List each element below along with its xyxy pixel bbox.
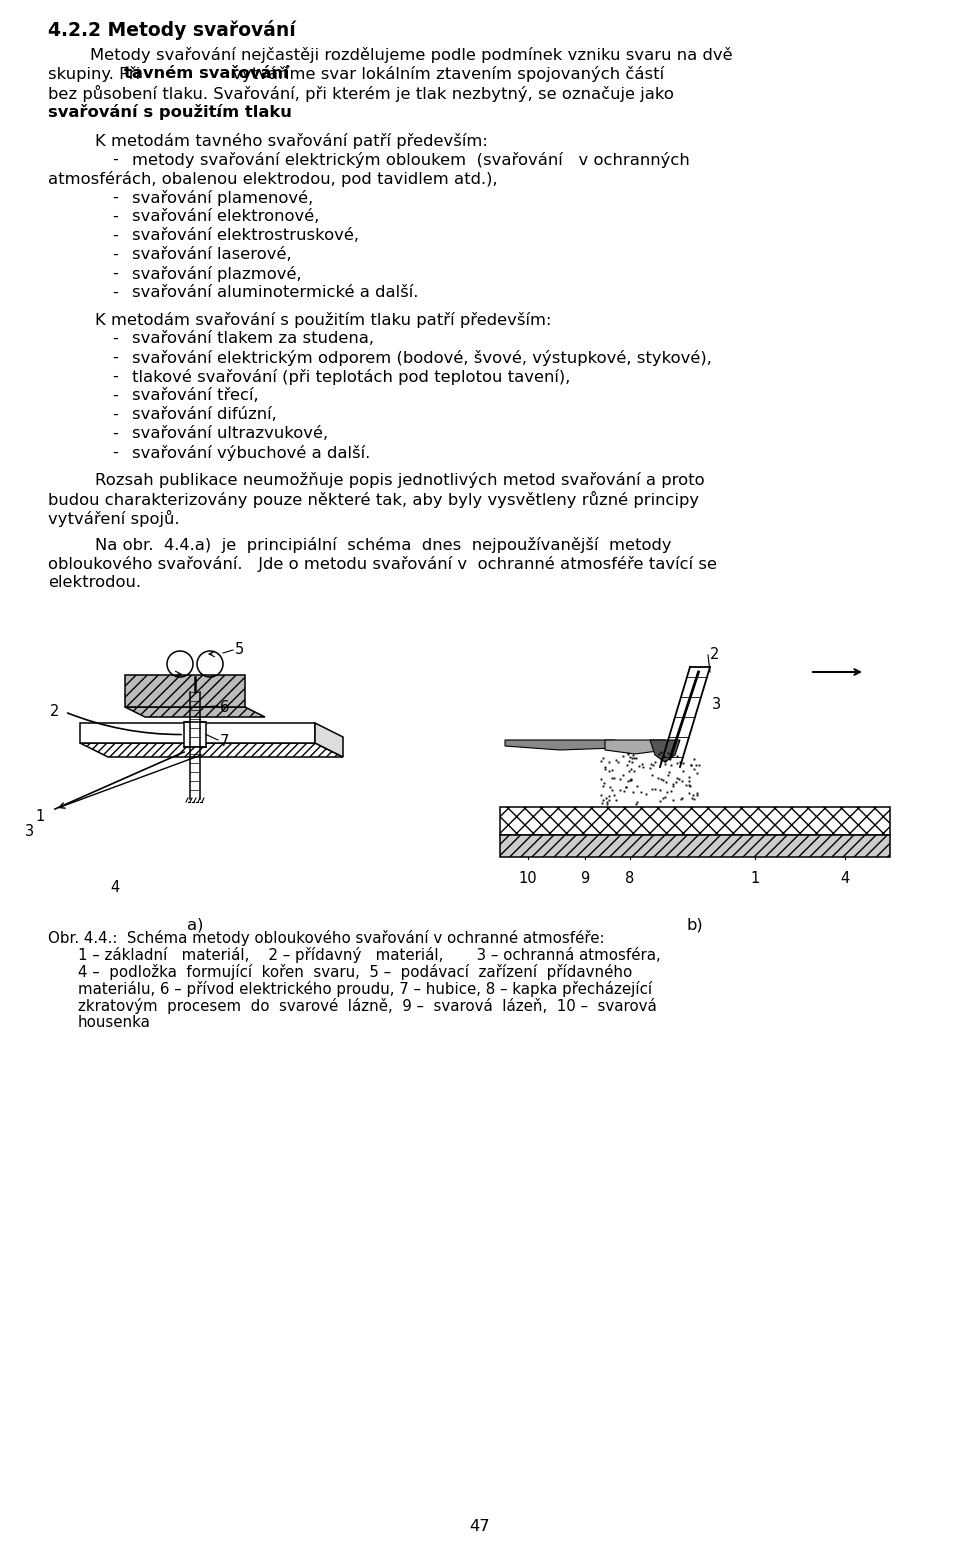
Text: zkratovým  procesem  do  svarové  lázně,  9 –  svarová  lázeň,  10 –  svarová: zkratovým procesem do svarové lázně, 9 –… [78, 998, 657, 1013]
Polygon shape [650, 739, 680, 763]
Text: 1: 1 [751, 871, 759, 886]
Polygon shape [125, 707, 265, 716]
Text: 9: 9 [581, 871, 589, 886]
Text: Rozsah publikace neumožňuje popis jednotlivých metod svařování a proto: Rozsah publikace neumožňuje popis jednot… [95, 472, 705, 487]
Text: elektrodou.: elektrodou. [48, 575, 141, 589]
Bar [500, 835, 890, 857]
Text: a): a) [187, 917, 204, 931]
Text: 7: 7 [220, 733, 229, 749]
Text: 4: 4 [110, 880, 119, 896]
Polygon shape [605, 739, 665, 753]
Text: 4.2.2 Metody svařování: 4.2.2 Metody svařování [48, 20, 296, 40]
Text: 3: 3 [712, 698, 721, 712]
Text: -: - [112, 370, 118, 384]
Text: -: - [112, 331, 118, 347]
Text: bez působení tlaku. Svařování, při kterém je tlak nezbytný, se označuje jako: bez působení tlaku. Svařování, při které… [48, 85, 674, 102]
Text: svařování výbuchové a další.: svařování výbuchové a další. [132, 446, 371, 461]
Text: 1: 1 [35, 809, 44, 825]
Text: 4 –  podložka  formující  kořen  svaru,  5 –  podávací  zařízení  přídavného: 4 – podložka formující kořen svaru, 5 – … [78, 964, 633, 979]
Text: svařování elektronové,: svařování elektronové, [132, 209, 320, 224]
Polygon shape [80, 743, 343, 756]
Text: svařování difúzní,: svařování difúzní, [132, 407, 276, 422]
Text: svařování třecí,: svařování třecí, [132, 388, 258, 404]
Text: skupiny. Při: skupiny. Při [48, 67, 145, 82]
Text: -: - [112, 152, 118, 167]
Text: -: - [112, 407, 118, 422]
Text: 4: 4 [840, 871, 850, 886]
Text: svařování plamenové,: svařování plamenové, [132, 190, 313, 206]
Bar [184, 722, 206, 747]
Text: svařování plazmové,: svařování plazmové, [132, 266, 301, 282]
Text: svařování elektrostruskové,: svařování elektrostruskové, [132, 227, 359, 243]
Text: 5: 5 [235, 642, 244, 657]
Text: -: - [112, 248, 118, 261]
Text: svařování laserové,: svařování laserové, [132, 248, 292, 261]
Text: 2: 2 [710, 647, 719, 662]
Text: tlakové svařování (při teplotách pod teplotou tavení),: tlakové svařování (při teplotách pod tep… [132, 370, 570, 385]
Text: -: - [112, 209, 118, 224]
Text: 1 – základní   materiál,    2 – přídavný   materiál,       3 – ochranná atmosfér: 1 – základní materiál, 2 – přídavný mate… [78, 947, 660, 962]
Text: 3: 3 [25, 825, 35, 838]
Text: -: - [112, 266, 118, 282]
Text: .: . [214, 104, 219, 119]
Text: -: - [112, 285, 118, 300]
Polygon shape [505, 739, 615, 750]
Text: 10: 10 [518, 871, 538, 886]
Text: -: - [112, 388, 118, 404]
Text: materiálu, 6 – přívod elektrického proudu, 7 – hubice, 8 – kapka přecházející: materiálu, 6 – přívod elektrického proud… [78, 981, 652, 996]
Polygon shape [315, 722, 343, 756]
Text: 8: 8 [625, 871, 635, 886]
Bar [500, 808, 890, 835]
Text: -: - [112, 425, 118, 441]
Text: Na obr.  4.4.a)  je  principiální  schéma  dnes  nejpoužívanější  metody: Na obr. 4.4.a) je principiální schéma dn… [95, 537, 672, 552]
Text: svařování elektrickým odporem (bodové, švové, výstupkové, stykové),: svařování elektrickým odporem (bodové, š… [132, 350, 712, 367]
Text: K metodám tavného svařování patří především:: K metodám tavného svařování patří předev… [95, 133, 488, 149]
Text: metody svařování elektrickým obloukem  (svařování   v ochranných: metody svařování elektrickým obloukem (s… [132, 152, 689, 169]
Polygon shape [80, 722, 315, 743]
Text: budou charakterizovány pouze některé tak, aby byly vysvětleny různé principy: budou charakterizovány pouze některé tak… [48, 490, 699, 507]
Text: K metodám svařování s použitím tlaku patří především:: K metodám svařování s použitím tlaku pat… [95, 312, 551, 328]
Text: tavném svařování: tavném svařování [124, 67, 289, 80]
Text: 2: 2 [50, 704, 60, 719]
Text: -: - [112, 446, 118, 459]
Text: 6: 6 [220, 699, 229, 715]
Text: svařování ultrazvukové,: svařování ultrazvukové, [132, 425, 328, 441]
Polygon shape [125, 674, 245, 707]
Text: -: - [112, 190, 118, 206]
Text: b): b) [686, 917, 704, 931]
Text: atmosférách, obalenou elektrodou, pod tavidlem atd.),: atmosférách, obalenou elektrodou, pod ta… [48, 172, 497, 187]
Text: vytváření spojů.: vytváření spojů. [48, 511, 180, 528]
Text: vytváříme svar lokálním ztavením spojovaných částí: vytváříme svar lokálním ztavením spojova… [227, 67, 664, 82]
Text: -: - [112, 227, 118, 243]
Text: svařování aluminotermické a další.: svařování aluminotermické a další. [132, 285, 419, 300]
Text: 47: 47 [469, 1519, 491, 1535]
Text: -: - [112, 350, 118, 365]
Text: svařování s použitím tlaku: svařování s použitím tlaku [48, 104, 292, 121]
Text: obloukového svařování.   Jde o metodu svařování v  ochranné atmosféře tavící se: obloukového svařování. Jde o metodu svař… [48, 555, 717, 572]
Text: Metody svařování nejčastěji rozdělujeme podle podmínek vzniku svaru na dvě: Metody svařování nejčastěji rozdělujeme … [48, 46, 732, 63]
Text: svařování tlakem za studena,: svařování tlakem za studena, [132, 331, 374, 347]
Text: housenka: housenka [78, 1015, 151, 1030]
Text: Obr. 4.4.:  Schéma metody obloukového svařování v ochranné atmosféře:: Obr. 4.4.: Schéma metody obloukového sva… [48, 930, 605, 947]
